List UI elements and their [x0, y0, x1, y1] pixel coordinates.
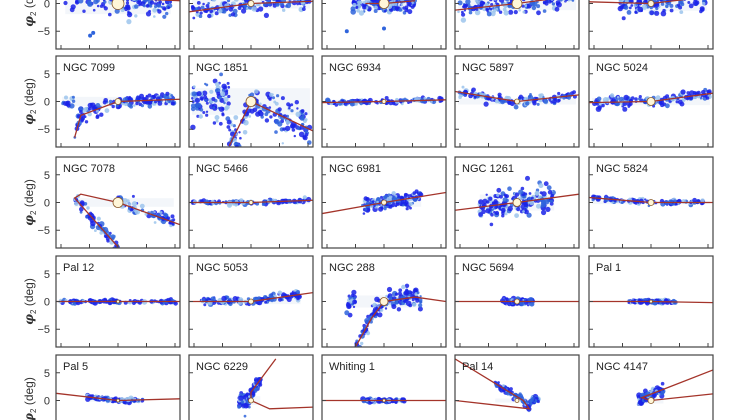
panel-title: NGC 5053 [196, 262, 248, 274]
panel-cropped-4 [588, 0, 714, 50]
cluster-marker [646, 97, 656, 106]
y-tick-label: −5 [37, 324, 50, 336]
panel-title: NGC 1261 [462, 163, 514, 175]
panel-pal-14: Pal 14 [454, 354, 580, 420]
y-tick-label: 0 [44, 297, 50, 309]
orbit-curve [73, 193, 180, 248]
cluster-marker [382, 398, 386, 403]
panel-ngc-6229: NGC 6229 [188, 354, 314, 420]
cluster-marker [381, 199, 387, 206]
cluster-marker [514, 298, 520, 305]
panel-title: NGC 7099 [63, 62, 115, 74]
y-axis-label: φ2 (deg) [22, 179, 38, 226]
cluster-marker [114, 98, 122, 105]
cluster-marker [116, 398, 120, 403]
y-tick-label: −5 [37, 225, 50, 237]
y-tick-label: 0 [44, 198, 50, 210]
y-tick-label: 0 [44, 97, 50, 109]
orbit-curve [455, 358, 531, 410]
y-tick-label: 5 [44, 368, 50, 380]
panel-title: NGC 288 [329, 262, 375, 274]
cluster-marker [248, 397, 254, 404]
panel-title: Pal 1 [596, 262, 621, 274]
panel-ngc-5466: NGC 5466 [188, 156, 314, 249]
panel-title: NGC 6934 [329, 62, 381, 74]
panel-ngc-5897: NGC 5897 [454, 55, 580, 148]
cluster-marker [247, 0, 255, 7]
panel-title: Pal 14 [462, 361, 493, 373]
panel-title: NGC 6229 [196, 361, 248, 373]
y-tick-label: −5 [37, 124, 50, 136]
panel-title: Pal 12 [63, 262, 94, 274]
panel-ngc-7078: 5 0 −5 NGC 7078 [37, 156, 181, 249]
cluster-marker [647, 0, 655, 7]
cluster-marker [378, 0, 390, 9]
y-tick-label: 5 [44, 69, 50, 81]
panel-cropped-1 [188, 0, 314, 50]
panel-title: NGC 6981 [329, 163, 381, 175]
panel-cropped-3 [454, 0, 580, 50]
y-tick-label: 0 [44, 396, 50, 408]
y-tick-label: 0 [44, 0, 50, 11]
cluster-marker [116, 299, 120, 304]
cluster-marker [512, 198, 522, 207]
cluster-marker [647, 199, 655, 206]
cluster-marker [245, 96, 257, 107]
panel-title: Pal 5 [63, 361, 88, 373]
panel-title: NGC 5897 [462, 62, 514, 74]
cluster-marker [511, 0, 523, 9]
orbit-curve [639, 369, 713, 402]
y-axis-label: φ2 (deg) [22, 377, 38, 420]
panel-ngc-4147: NGC 4147 [588, 354, 714, 420]
cluster-marker [514, 398, 520, 403]
cluster-marker [647, 397, 655, 404]
cluster-marker [514, 98, 520, 105]
panel-title: NGC 5694 [462, 262, 514, 274]
panel-ngc-288: NGC 288 [321, 255, 447, 348]
panel-ngc-5824: NGC 5824 [588, 156, 714, 249]
panel-title: NGC 5466 [196, 163, 248, 175]
panel-pal-1: Pal 1 [588, 255, 714, 348]
panel-cropped-2 [321, 0, 447, 50]
panel-ngc-1851: NGC 1851 [188, 55, 314, 148]
panel-ngc-6934: NGC 6934 [321, 55, 447, 148]
panel-whiting-1: Whiting 1 [321, 354, 447, 420]
panel-ngc-7099: 5 0 −5 NGC 7099 [37, 55, 181, 148]
orbit-curve [73, 98, 180, 138]
cluster-marker [381, 99, 387, 104]
y-tick-label: −5 [37, 26, 50, 38]
cluster-marker [111, 0, 125, 10]
y-tick-label: 5 [44, 170, 50, 182]
panel-title: NGC 4147 [596, 361, 648, 373]
panel-ngc-5694: NGC 5694 [454, 255, 580, 348]
y-axis-label: φ2 (deg) [22, 0, 38, 27]
panel-title: NGC 1851 [196, 62, 248, 74]
panel-ngc-5053: NGC 5053 [188, 255, 314, 348]
y-axis-label: φ2 (deg) [22, 278, 38, 325]
panel-title: NGC 7078 [63, 163, 115, 175]
panel-title: NGC 5824 [596, 163, 648, 175]
y-axis-label: φ2 (deg) [22, 78, 38, 125]
panel-ngc-5024: NGC 5024 [588, 55, 714, 148]
panel-title: Whiting 1 [329, 361, 375, 373]
cluster-marker [112, 197, 124, 208]
y-tick-label: 5 [44, 269, 50, 281]
cluster-marker [248, 200, 254, 205]
panel-cropped-0: 50−5 [37, 0, 181, 50]
panel-pal-12: 5 0 −5 Pal 12 [37, 255, 181, 348]
cluster-marker [379, 297, 389, 306]
panel-ngc-6981: NGC 6981 [321, 156, 447, 249]
cluster-marker [649, 299, 653, 304]
cluster-marker [248, 298, 254, 305]
panel-ngc-1261: NGC 1261 [454, 156, 580, 249]
panel-title: NGC 5024 [596, 62, 648, 74]
